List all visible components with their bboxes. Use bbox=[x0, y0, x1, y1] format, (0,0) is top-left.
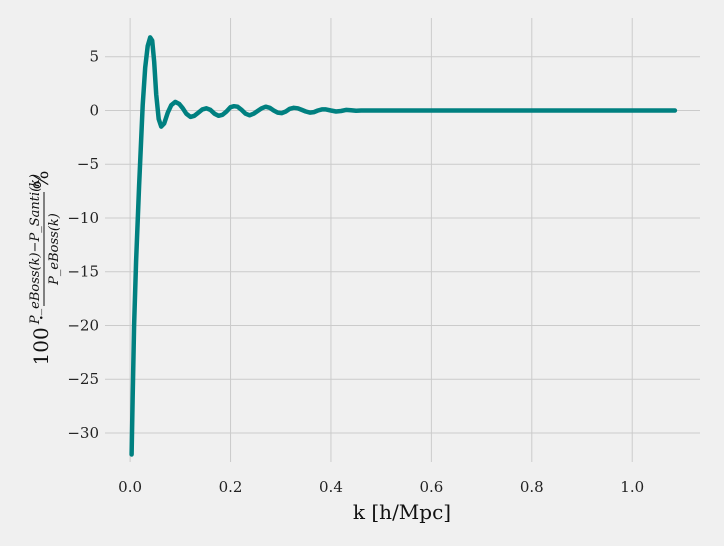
x-tick-label: 0.8 bbox=[520, 478, 544, 496]
y-tick-label: −20 bbox=[67, 316, 99, 334]
series-layer bbox=[129, 35, 678, 457]
y-axis-label-suffix: % bbox=[29, 170, 53, 189]
y-tick-label: −5 bbox=[77, 155, 99, 173]
y-tick-label: 5 bbox=[89, 48, 99, 66]
y-axis-label: 100 · P_eBoss(k)−P_Santi(k) P_eBoss(k) % bbox=[28, 170, 62, 365]
y-tick-labels: 5 0 −5 −10 −15 −20 −25 −30 bbox=[67, 48, 99, 442]
x-tick-labels: 0.0 0.2 0.4 0.6 0.8 1.0 bbox=[118, 478, 644, 496]
y-tick-label: −25 bbox=[67, 370, 99, 388]
y-axis-label-prefix: 100 · bbox=[29, 315, 53, 366]
x-tick-label: 1.0 bbox=[620, 478, 644, 496]
y-tick-label: 0 bbox=[89, 101, 99, 119]
x-tick-label: 0.6 bbox=[419, 478, 443, 496]
x-tick-label: 0.0 bbox=[118, 478, 142, 496]
x-axis-label: k [h/Mpc] bbox=[353, 500, 451, 524]
y-tick-label: −15 bbox=[67, 263, 99, 281]
series-line bbox=[129, 35, 678, 457]
y-axis-label-numerator: P_eBoss(k)−P_Santi(k) bbox=[28, 174, 43, 325]
y-tick-label: −10 bbox=[67, 209, 99, 227]
x-tick-label: 0.4 bbox=[319, 478, 343, 496]
x-tick-label: 0.2 bbox=[219, 478, 243, 496]
y-axis-label-denominator: P_eBoss(k) bbox=[47, 213, 62, 286]
y-tick-label: −30 bbox=[67, 424, 99, 442]
grid bbox=[105, 18, 700, 462]
